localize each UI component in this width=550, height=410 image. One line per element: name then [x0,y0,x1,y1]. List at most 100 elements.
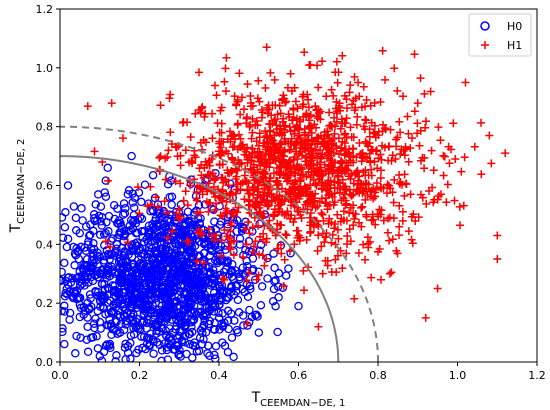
point-h1 [311,102,320,111]
point-h1 [208,134,217,143]
point-h0 [123,190,133,199]
point-h0 [210,275,219,284]
point-h1 [292,192,301,201]
point-h1 [350,106,359,115]
point-h1 [346,156,355,165]
point-h0 [230,316,239,325]
point-h0 [216,296,225,305]
point-h0 [60,258,69,268]
point-h0 [60,307,69,316]
point-h1 [274,148,283,156]
point-h1 [277,140,286,149]
point-h0 [97,221,107,230]
point-h1 [275,129,284,138]
point-h1 [254,151,263,160]
point-h1 [355,186,363,195]
point-h1 [211,174,220,183]
point-h0 [112,351,121,360]
point-h0 [139,317,149,326]
point-h0 [111,298,120,308]
point-h1 [275,146,284,155]
point-h0 [174,317,183,326]
point-h1 [367,273,376,282]
point-h1 [400,191,409,200]
point-h0 [188,291,197,301]
point-h1 [343,240,351,248]
x-tick-label: 1.0 [449,369,467,382]
point-h0 [175,345,184,355]
point-h1 [457,167,466,176]
point-h1 [340,190,349,199]
point-h1 [208,109,217,118]
point-h1 [234,156,243,165]
point-h1 [334,68,343,77]
point-h1 [207,155,216,163]
legend-label-h1: H1 [507,39,522,52]
point-h1 [245,268,253,277]
point-h1 [265,120,274,128]
point-h0 [201,328,211,337]
point-h0 [197,285,207,295]
point-h1 [388,235,397,244]
point-h1 [230,92,239,101]
point-h1 [253,121,262,130]
point-h0 [218,322,228,331]
point-h1 [347,133,356,141]
point-h1 [198,190,207,199]
point-h0 [166,286,176,296]
point-h1 [455,202,464,211]
point-h0 [174,350,183,360]
point-h0 [69,202,79,211]
point-h1 [357,157,366,166]
point-h0 [107,330,116,340]
point-h1 [359,82,368,91]
point-h0 [105,250,114,260]
point-h0 [60,213,67,222]
point-h1 [347,191,356,200]
decision-boundary-curves [60,125,379,362]
point-h0 [176,287,185,296]
point-h1 [173,152,182,161]
point-h1 [233,119,242,128]
point-h1 [207,232,216,240]
point-h1 [204,207,213,216]
point-h1 [294,207,303,216]
point-h1 [450,196,459,205]
point-h0 [75,228,85,238]
point-h0 [252,310,261,319]
point-h1 [333,225,342,234]
point-h1 [322,92,331,101]
point-h0 [184,260,194,269]
point-h1 [218,196,227,205]
point-h1 [106,242,115,251]
point-h1 [293,104,302,113]
point-h1 [227,238,235,247]
point-h0 [200,293,210,303]
point-h0 [205,251,215,260]
point-h0 [108,324,117,334]
point-h1 [354,249,363,257]
point-h1 [349,179,358,188]
point-h1 [433,195,442,204]
point-h1 [367,216,376,225]
point-h1 [330,129,339,138]
point-h0 [127,151,136,161]
point-h0 [155,340,164,350]
point-h1 [409,210,418,219]
point-h1 [211,205,220,214]
point-h1 [293,163,302,172]
point-h1 [197,171,206,180]
point-h1 [262,43,271,52]
point-h0 [139,278,149,288]
point-h1 [267,111,276,120]
point-h0 [165,297,175,307]
x-axis-title-main: T [251,390,261,406]
point-h1 [310,120,319,129]
point-h0 [231,282,241,291]
point-h0 [101,192,111,201]
point-h0 [127,259,137,268]
point-h1 [381,75,389,84]
point-h1 [276,139,285,148]
point-h1 [434,123,443,132]
point-h1 [377,275,385,284]
